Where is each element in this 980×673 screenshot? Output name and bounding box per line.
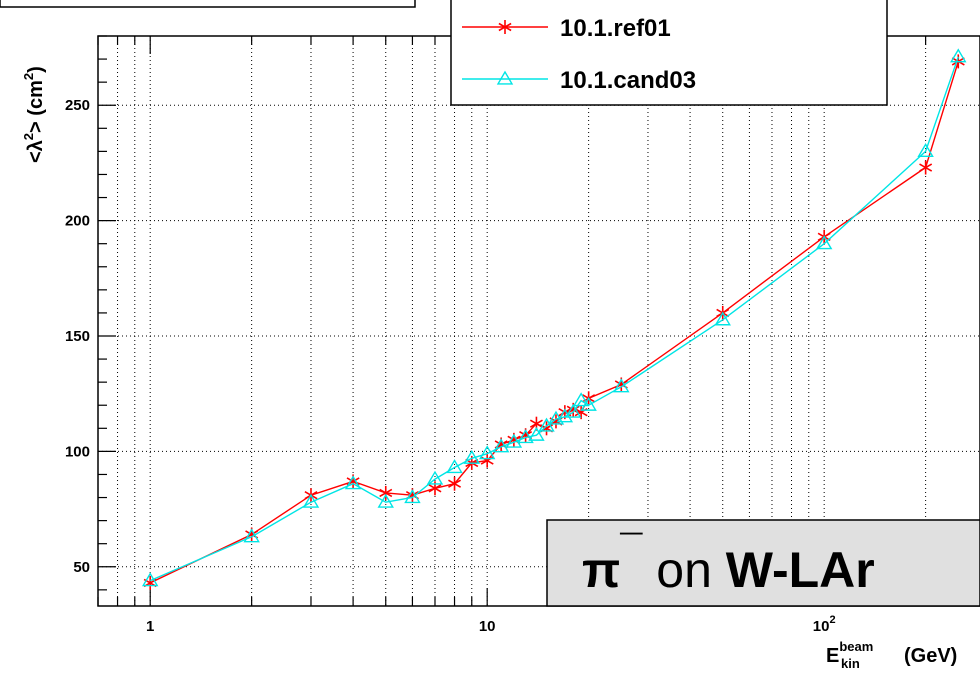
legend-entry: 10.1.cand03 <box>462 67 696 94</box>
annotation-text: π¯ on W-LAr <box>582 528 875 598</box>
data-point <box>426 470 444 485</box>
x-tick-label: 10 <box>479 618 496 635</box>
data-point <box>538 417 555 432</box>
legend-marker <box>496 70 514 85</box>
data-point <box>302 493 320 508</box>
data-point <box>243 528 260 543</box>
y-tick-labels: 50 100 150 200 250 <box>65 97 90 576</box>
data-point <box>917 143 934 157</box>
series-layer <box>141 48 967 590</box>
data-point <box>141 572 159 587</box>
annotation-pi: π <box>582 542 620 598</box>
annotation-minus: ¯ <box>619 528 643 572</box>
data-point <box>528 426 545 441</box>
y-tick-label: 50 <box>73 559 90 576</box>
data-point <box>446 459 463 474</box>
title-box-fragment <box>0 0 416 8</box>
annotation-box: π¯ on W-LAr <box>546 519 980 607</box>
data-point <box>448 476 462 491</box>
x-tick-labels: 1 10 102 <box>146 614 836 635</box>
data-point <box>492 438 510 453</box>
legend-entry: 10.1.ref01 <box>462 15 671 42</box>
x-axis-title: Ebeam kin (GeV) <box>826 639 957 671</box>
data-point <box>517 429 534 444</box>
data-point <box>505 433 523 448</box>
legend-label: 10.1.cand03 <box>560 67 696 94</box>
legend-label: 10.1.ref01 <box>560 15 671 42</box>
data-point <box>377 493 394 508</box>
annotation-on: on <box>642 542 725 598</box>
series-10.1.cand03 <box>141 48 967 587</box>
data-point <box>478 445 496 460</box>
annotation-background <box>546 519 980 607</box>
data-point <box>556 408 574 423</box>
annotation-target: W-LAr <box>726 542 875 598</box>
series-line <box>149 56 959 582</box>
data-point <box>379 485 393 500</box>
data-point <box>950 48 967 63</box>
y-tick-label: 150 <box>65 328 90 345</box>
y-tick-label: 250 <box>65 97 90 114</box>
data-point <box>564 403 582 418</box>
legend-box <box>450 0 888 106</box>
data-point <box>714 311 731 326</box>
data-point <box>463 449 480 464</box>
x-tick-label: 1 <box>146 618 154 635</box>
legend-marker <box>498 20 512 34</box>
x-tick-label: 102 <box>813 614 836 635</box>
data-point <box>580 396 597 411</box>
data-point <box>815 235 833 250</box>
data-point <box>613 378 630 393</box>
legend-entries: 10.1.ref01 10.1.cand03 <box>462 15 696 94</box>
data-point <box>572 392 590 407</box>
y-axis-title: <λ2> (cm2) <box>21 66 47 163</box>
data-point <box>404 489 421 504</box>
y-tick-label: 100 <box>65 443 90 460</box>
data-point <box>919 160 933 175</box>
grid <box>97 36 980 606</box>
y-tick-label: 200 <box>65 213 90 230</box>
legend: 10.1.ref01 10.1.cand03 <box>450 0 888 106</box>
data-point <box>344 475 362 490</box>
